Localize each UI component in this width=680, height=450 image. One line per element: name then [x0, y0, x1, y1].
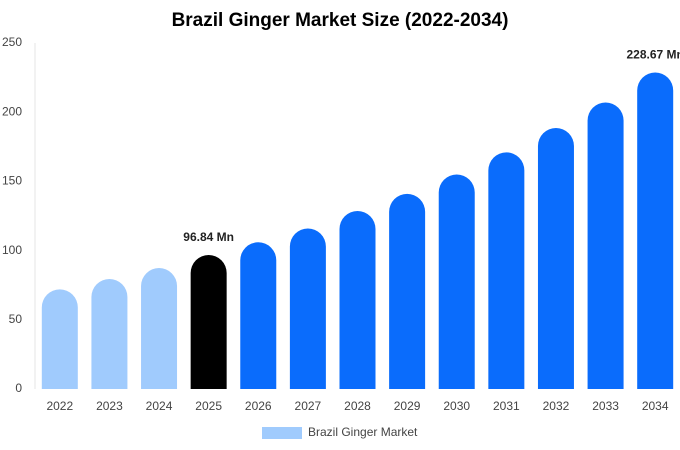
bar: [637, 72, 674, 390]
y-tick-label: 200: [2, 104, 22, 118]
bar: [240, 242, 277, 389]
y-tick-label: 150: [2, 174, 22, 188]
y-tick-label: 0: [15, 381, 22, 395]
bar: [488, 152, 525, 389]
x-tick-label: 2029: [394, 399, 421, 413]
x-tick-label: 2030: [443, 399, 470, 413]
data-label: 96.84 Mn: [183, 230, 234, 244]
y-tick-label: 100: [2, 243, 22, 257]
bar: [339, 211, 376, 389]
bar: [141, 268, 178, 389]
x-tick-label: 2033: [592, 399, 619, 413]
bar: [389, 193, 426, 389]
y-tick-label: 250: [2, 35, 22, 49]
bar: [41, 289, 78, 389]
chart-title: Brazil Ginger Market Size (2022-2034): [172, 10, 509, 31]
bar: [438, 174, 475, 389]
x-tick-label: 2032: [543, 399, 570, 413]
x-tick-label: 2022: [46, 399, 73, 413]
x-tick-label: 2024: [146, 399, 173, 413]
bar: [91, 278, 128, 389]
legend-swatch: [262, 427, 302, 439]
x-tick-label: 2028: [344, 399, 371, 413]
bar: [587, 102, 624, 390]
bar: [190, 254, 227, 389]
legend-label: Brazil Ginger Market: [308, 425, 418, 439]
bar: [537, 127, 574, 390]
bar: [289, 228, 326, 389]
x-tick-label: 2034: [642, 399, 669, 413]
x-tick-label: 2026: [245, 399, 272, 413]
x-tick-label: 2025: [195, 399, 222, 413]
x-tick-label: 2023: [96, 399, 123, 413]
y-tick-label: 50: [9, 312, 23, 326]
x-tick-label: 2031: [493, 399, 520, 413]
x-tick-label: 2027: [295, 399, 322, 413]
data-label: 228.67 Mn: [627, 48, 680, 62]
